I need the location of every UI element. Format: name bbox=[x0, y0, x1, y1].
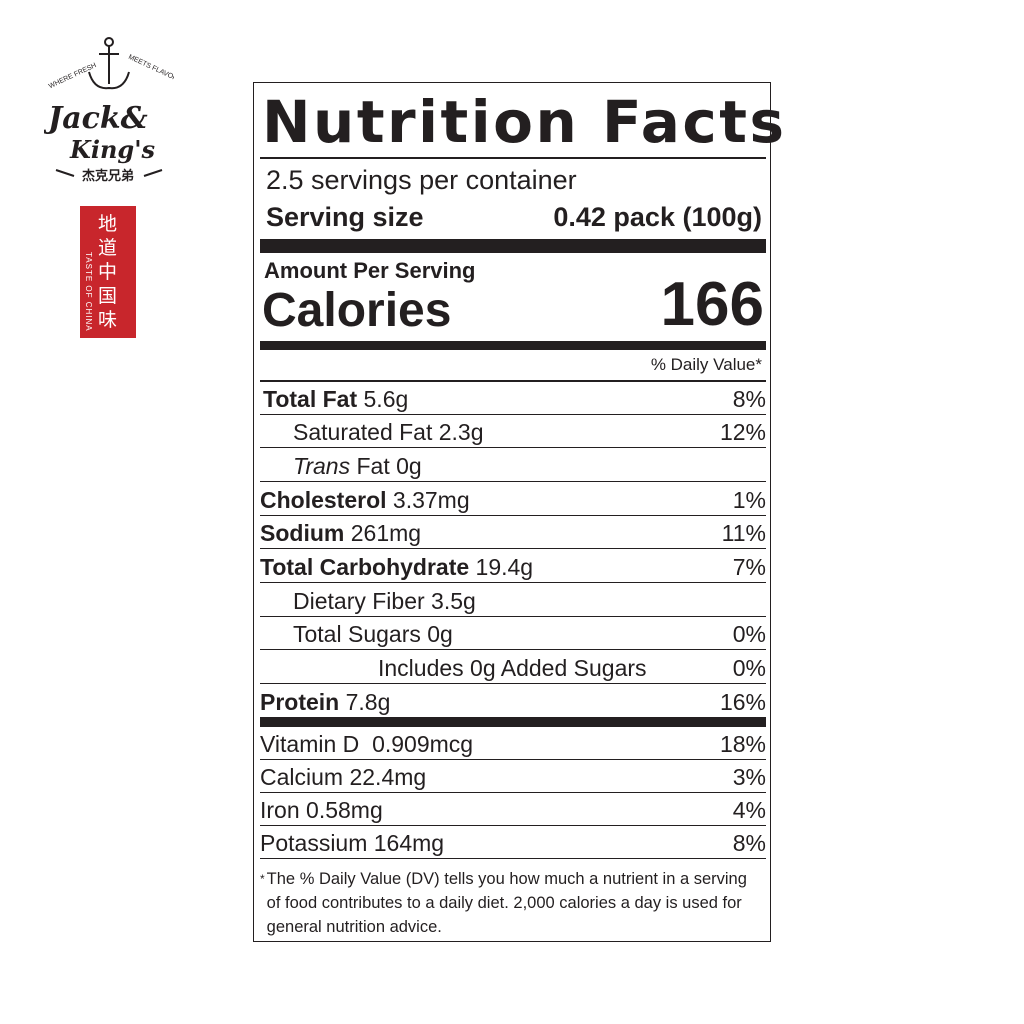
brand-logo: WHERE FRESH MEETS FLAVOR Jack& King's 杰克… bbox=[43, 34, 179, 184]
nutrient-dv: 0% bbox=[732, 621, 766, 647]
svg-text:杰克兄弟: 杰克兄弟 bbox=[82, 168, 134, 184]
nutrient-name: Includes 0g Added Sugars bbox=[378, 655, 647, 681]
nutrient-amount: 0g bbox=[396, 453, 422, 479]
nutrient-row: Trans Fat 0g bbox=[260, 449, 766, 482]
nutrient-dv: 11% bbox=[721, 520, 766, 546]
nutrient-name: Protein bbox=[260, 689, 340, 715]
vitamin-amount: 0.909mcg bbox=[372, 731, 474, 757]
nutrient-row: Protein 7.8g 16% bbox=[260, 684, 766, 717]
nutrition-facts-label: Nutrition Facts 2.5 servings per contain… bbox=[253, 82, 784, 942]
nutrient-name-italic: Trans bbox=[293, 453, 351, 479]
nutrient-name: Total Sugars bbox=[293, 621, 421, 647]
vitamin-name: Iron bbox=[260, 797, 300, 823]
vitamin-row: Potassium 164mg 8% bbox=[260, 826, 766, 859]
nutrient-row: Total Carbohydrate 19.4g 7% bbox=[260, 550, 766, 583]
nutrient-amount: 0g bbox=[427, 621, 453, 647]
nutrient-row: Total Fat 5.6g 8% bbox=[260, 382, 766, 415]
nutrient-amount: 261mg bbox=[350, 520, 422, 546]
nutrient-amount: 7.8g bbox=[345, 689, 391, 715]
vitamin-name: Calcium bbox=[260, 764, 344, 790]
vitamin-row: Calcium 22.4mg 3% bbox=[260, 760, 766, 793]
vitamin-name: Potassium bbox=[260, 830, 368, 856]
vitamin-amount: 164mg bbox=[373, 830, 445, 856]
nutrient-row: Dietary Fiber 3.5g bbox=[260, 584, 766, 617]
thick-divider bbox=[260, 717, 766, 727]
nutrient-name: Total Carbohydrate bbox=[260, 554, 470, 580]
footnote-text: The % Daily Value (DV) tells you how muc… bbox=[266, 870, 747, 936]
vitamin-row: Vitamin D 0.909mcg 18% bbox=[260, 727, 766, 760]
nutrient-row: Saturated Fat 2.3g 12% bbox=[260, 415, 766, 448]
serving-size-value: 0.42 pack (100g) bbox=[553, 202, 762, 232]
vitamin-name: Vitamin D bbox=[260, 731, 360, 757]
nutrient-dv: 12% bbox=[719, 419, 766, 445]
amount-per-serving: Amount Per Serving bbox=[264, 258, 476, 283]
nutrient-row: Includes 0g Added Sugars 0% bbox=[260, 651, 766, 684]
servings-per-container: 2.5 servings per container bbox=[266, 165, 577, 195]
nutrient-name: Total Fat bbox=[263, 386, 358, 412]
vitamin-row: Iron 0.58mg 4% bbox=[260, 793, 766, 826]
medium-divider bbox=[260, 341, 766, 350]
svg-text:MEETS FLAVOR: MEETS FLAVOR bbox=[127, 54, 174, 83]
nutrient-dv: 7% bbox=[732, 554, 766, 580]
taste-of-china-seal: 地道中国味 TASTE OF CHINA bbox=[80, 206, 136, 338]
calories-label: Calories bbox=[262, 284, 452, 337]
serving-size-row: Serving size 0.42 pack (100g) bbox=[266, 202, 762, 233]
serving-size-label: Serving size bbox=[266, 202, 424, 232]
seal-english: TASTE OF CHINA bbox=[84, 252, 93, 332]
nutrient-amount: 3.37mg bbox=[392, 487, 470, 513]
daily-value-header: % Daily Value* bbox=[650, 355, 762, 374]
vitamin-dv: 18% bbox=[719, 731, 766, 757]
nutrient-dv: 0% bbox=[732, 655, 766, 681]
nutrient-name: Sodium bbox=[260, 520, 345, 546]
nutrient-name: Fat bbox=[356, 453, 390, 479]
footnote: * The % Daily Value (DV) tells you how m… bbox=[260, 867, 755, 939]
nutrient-row: Total Sugars 0g 0% bbox=[260, 617, 766, 650]
divider bbox=[260, 380, 766, 382]
nutrient-name: Cholesterol bbox=[260, 487, 387, 513]
vitamin-amount: 0.58mg bbox=[306, 797, 383, 823]
nutrient-amount: 2.3g bbox=[438, 419, 484, 445]
nutrient-name: Dietary Fiber bbox=[293, 588, 425, 614]
nutrient-row: Cholesterol 3.37mg 1% bbox=[260, 483, 766, 516]
nutrient-row: Sodium 261mg 11% bbox=[260, 516, 766, 549]
nutrient-amount: 5.6g bbox=[363, 386, 409, 412]
label-title: Nutrition Facts bbox=[262, 88, 787, 156]
thick-divider bbox=[260, 239, 766, 253]
nutrient-dv: 8% bbox=[732, 386, 766, 412]
nutrient-name: Saturated Fat bbox=[293, 419, 433, 445]
vitamin-amount: 22.4mg bbox=[349, 764, 427, 790]
vitamin-dv: 3% bbox=[732, 764, 766, 790]
svg-text:Jack&: Jack& bbox=[44, 101, 148, 136]
vitamin-dv: 8% bbox=[732, 830, 766, 856]
vitamin-dv: 4% bbox=[732, 797, 766, 823]
nutrient-dv: 1% bbox=[732, 487, 766, 513]
calories-value: 166 bbox=[660, 270, 764, 339]
footnote-star: * bbox=[260, 872, 265, 886]
nutrient-amount: 19.4g bbox=[475, 554, 534, 580]
svg-text:King's: King's bbox=[69, 135, 156, 164]
seal-chinese: 地道中国味 bbox=[98, 213, 118, 331]
nutrient-dv: 16% bbox=[719, 689, 766, 715]
divider bbox=[260, 157, 766, 159]
nutrient-amount: 3.5g bbox=[431, 588, 476, 614]
